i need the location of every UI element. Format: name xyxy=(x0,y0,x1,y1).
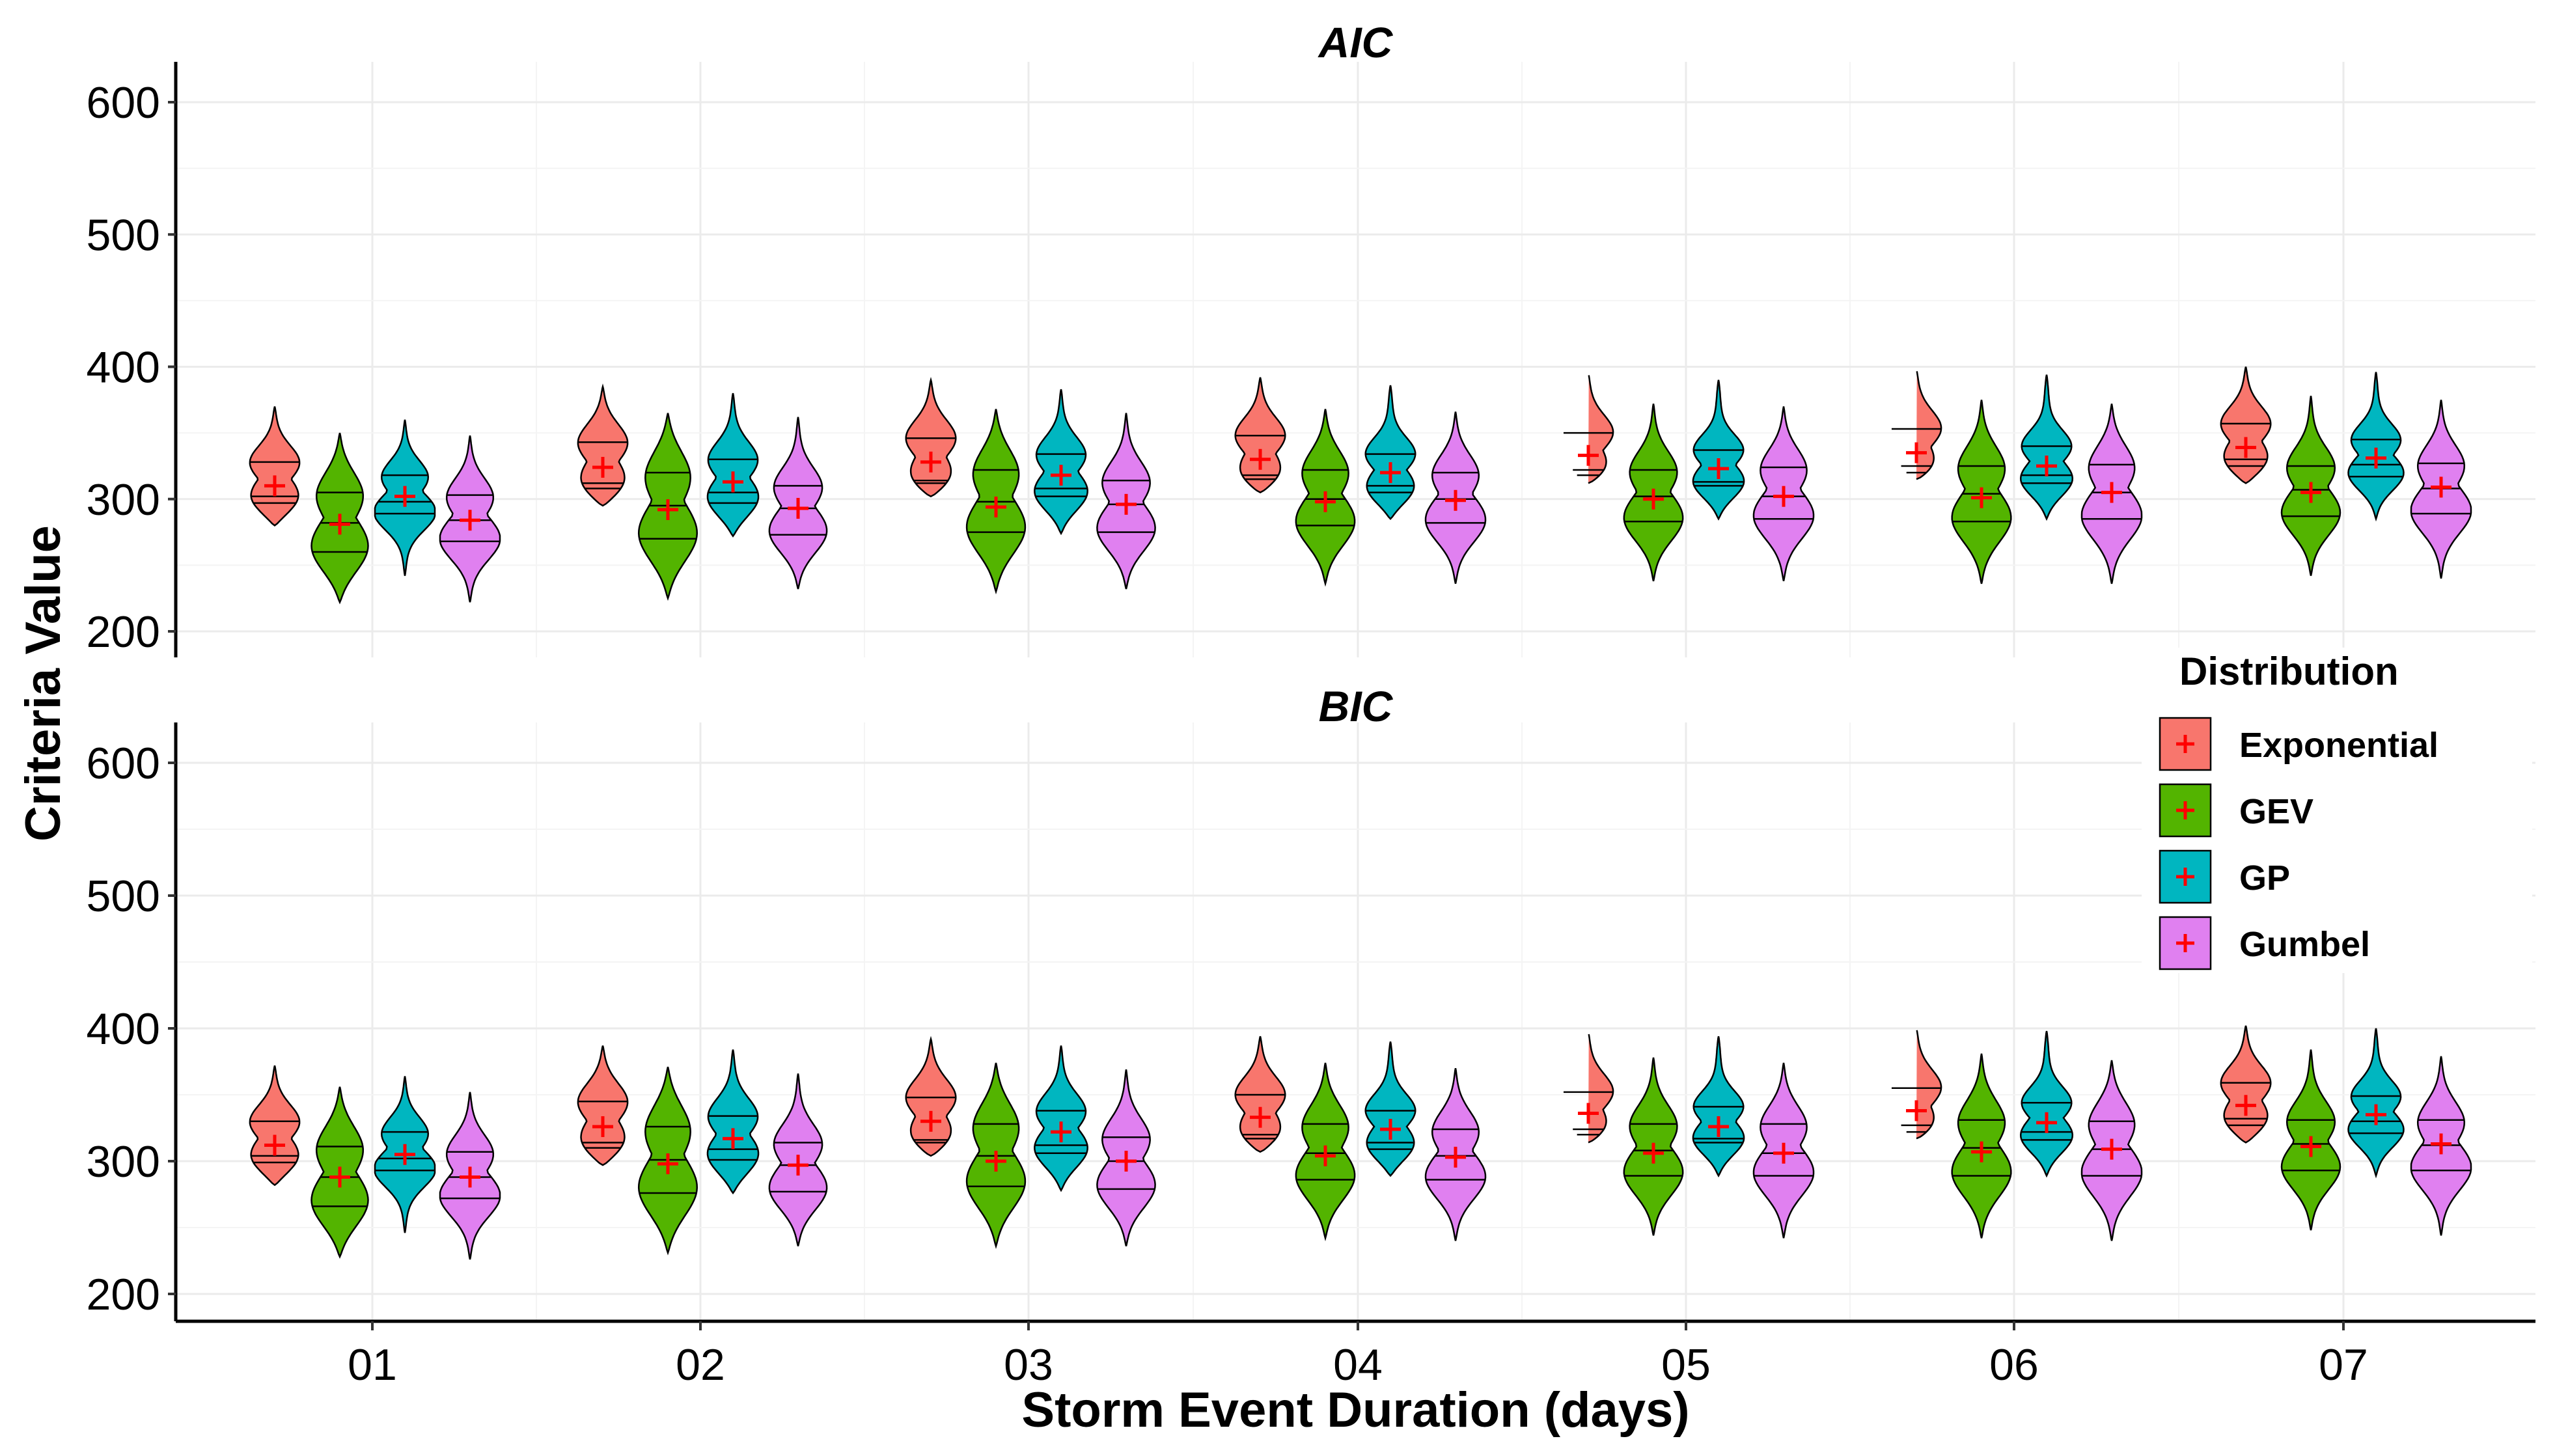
y-tick-label: 400 xyxy=(87,1004,160,1054)
violin-exponential-01 xyxy=(249,1065,301,1187)
legend-label-gp: GP xyxy=(2239,858,2290,898)
violin-exponential-02 xyxy=(577,1045,629,1166)
y-tick-label: 500 xyxy=(87,872,160,921)
panel-title-aic: AIC xyxy=(1318,18,1394,66)
violin-gp-07 xyxy=(2347,372,2405,522)
legend-label-gev: GEV xyxy=(2239,792,2313,831)
violin-exponential-07 xyxy=(2220,366,2272,484)
violins-layer xyxy=(249,366,2472,1260)
text-layer: 200 300 400 500 600 AIC 200 300 400 500 600 BIC 01 02… xyxy=(16,18,2368,1438)
x-tick-label: 04 xyxy=(1333,1340,1383,1390)
violin-gp-04 xyxy=(1364,1041,1416,1177)
violin-gp-07 xyxy=(2347,1028,2405,1179)
violin-gp-04 xyxy=(1364,385,1416,521)
violin-gp-03 xyxy=(1034,1045,1088,1192)
y-tick-label: 400 xyxy=(87,343,160,392)
y-tick-label: 600 xyxy=(87,78,160,128)
violin-exponential-05 xyxy=(1588,375,1614,484)
x-tick-label: 02 xyxy=(676,1340,725,1390)
violin-exponential-01 xyxy=(249,406,301,527)
x-tick-label: 01 xyxy=(348,1340,397,1390)
violin-exponential-02 xyxy=(577,383,629,507)
y-tick-label: 300 xyxy=(87,475,160,525)
x-tick-label: 03 xyxy=(1004,1340,1053,1390)
x-tick-label: 06 xyxy=(1989,1340,2039,1390)
legend-label-gumbel: Gumbel xyxy=(2239,925,2370,964)
violin-exponential-07 xyxy=(2220,1025,2272,1144)
violin-exponential-06 xyxy=(1916,371,1942,480)
violin-exponential-05 xyxy=(1588,1034,1614,1144)
y-tick-label: 200 xyxy=(87,1270,160,1319)
violin-gp-02 xyxy=(706,392,760,538)
violin-gp-02 xyxy=(706,1049,760,1195)
y-axis-title: Criteria Value xyxy=(16,525,71,842)
legend: Distribution Exponential GEV GP Gumbel xyxy=(2142,648,2532,973)
x-axis-title: Storm Event Duration (days) xyxy=(1021,1382,1689,1438)
violin-exponential-06 xyxy=(1916,1030,1942,1140)
legend-title: Distribution xyxy=(2179,650,2399,693)
x-tick-label: 07 xyxy=(2319,1340,2368,1390)
y-tick-label: 300 xyxy=(87,1137,160,1187)
x-tick-label: 05 xyxy=(1661,1340,1711,1390)
y-tick-label: 600 xyxy=(87,739,160,788)
y-tick-label: 200 xyxy=(87,607,160,657)
legend-label-exponential: Exponential xyxy=(2239,726,2438,765)
violin-gp-03 xyxy=(1034,389,1088,536)
axes-layer xyxy=(168,62,2535,1330)
panel-title-bic: BIC xyxy=(1319,682,1394,730)
y-tick-label: 500 xyxy=(87,210,160,260)
